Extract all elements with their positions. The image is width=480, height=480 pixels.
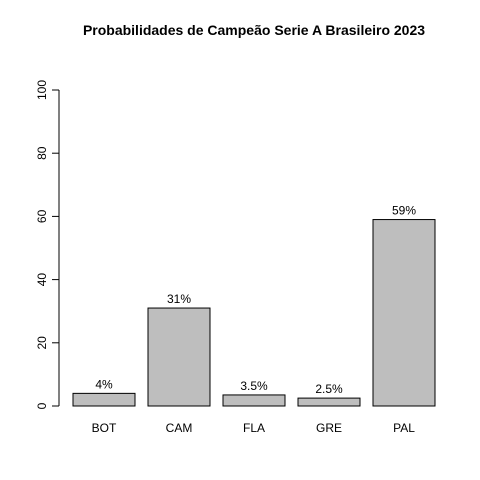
x-tick-label-bot: BOT	[92, 421, 117, 435]
y-axis: 0 20 40 60 80 100	[35, 80, 60, 409]
x-tick-label-gre: GRE	[316, 421, 342, 435]
data-label-pal: 59%	[392, 204, 416, 218]
bar-gre	[297, 397, 361, 407]
chart-title: Probabilidades de Campeão Serie A Brasil…	[83, 22, 425, 38]
y-tick-label: 0	[35, 402, 49, 409]
x-tick-label-pal: PAL	[393, 421, 415, 435]
y-tick-label: 40	[35, 273, 49, 287]
data-label-fla: 3.5%	[240, 379, 268, 393]
bar-bot	[72, 392, 136, 407]
x-tick-label-fla: FLA	[243, 421, 265, 435]
x-tick-label-cam: CAM	[166, 421, 193, 435]
bars	[72, 219, 436, 407]
y-tick-label: 60	[35, 209, 49, 223]
data-labels: 4% 31% 3.5% 2.5% 59%	[95, 204, 416, 397]
bar-cam	[147, 307, 211, 407]
data-label-bot: 4%	[95, 377, 113, 391]
data-label-gre: 2.5%	[315, 382, 343, 396]
bar-pal	[372, 219, 436, 407]
bar-fla	[222, 394, 286, 407]
y-tick-label: 20	[35, 336, 49, 350]
y-tick-label: 80	[35, 146, 49, 160]
data-label-cam: 31%	[167, 292, 191, 306]
x-axis-labels: BOT CAM FLA GRE PAL	[92, 421, 416, 435]
y-tick-label: 100	[35, 80, 49, 100]
